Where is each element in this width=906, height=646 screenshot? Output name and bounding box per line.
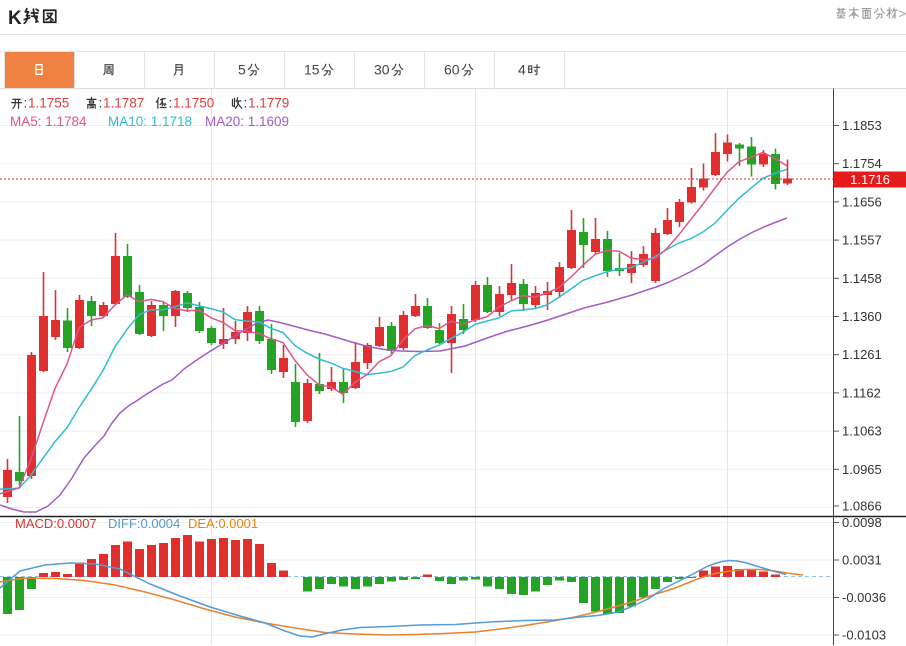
- svg-text:1.0965: 1.0965: [842, 462, 882, 477]
- svg-text:1.1360: 1.1360: [842, 309, 882, 324]
- svg-text:-0.0103: -0.0103: [842, 628, 886, 643]
- svg-text:::::: ::::: [24, 96, 248, 111]
- svg-text:1.1656: 1.1656: [842, 194, 882, 209]
- svg-text:1.1458: 1.1458: [842, 271, 882, 286]
- svg-text:1.0866: 1.0866: [842, 499, 882, 514]
- svg-text:1.1063: 1.1063: [842, 424, 882, 439]
- svg-text:0.0031: 0.0031: [842, 553, 882, 568]
- svg-text:1.1853: 1.1853: [842, 118, 882, 133]
- svg-text:-0.0036: -0.0036: [842, 590, 886, 605]
- svg-text:1.1557: 1.1557: [842, 233, 882, 248]
- svg-text:0.0098: 0.0098: [842, 515, 882, 530]
- svg-text:K: K: [8, 8, 22, 29]
- svg-text:>: >: [899, 6, 906, 21]
- svg-text:1.1754: 1.1754: [842, 156, 882, 171]
- svg-text:1.1162: 1.1162: [842, 385, 881, 400]
- svg-text:1.1261: 1.1261: [842, 347, 882, 362]
- svg-text:1.1716: 1.1716: [850, 172, 890, 187]
